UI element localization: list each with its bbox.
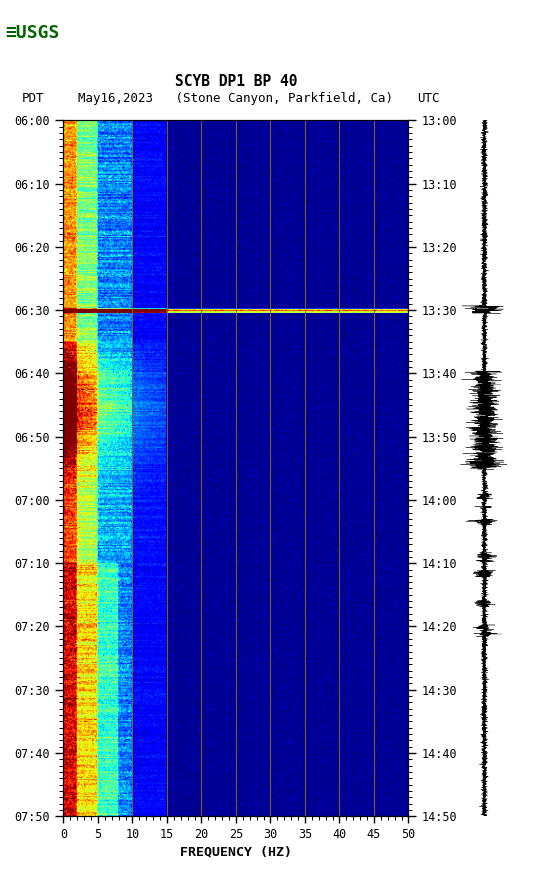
Text: SCYB DP1 BP 40: SCYB DP1 BP 40 — [175, 74, 297, 89]
Text: PDT: PDT — [22, 92, 45, 105]
Text: May16,2023   (Stone Canyon, Parkfield, Ca): May16,2023 (Stone Canyon, Parkfield, Ca) — [78, 92, 394, 105]
Text: ≡USGS: ≡USGS — [6, 24, 60, 43]
Text: UTC: UTC — [417, 92, 439, 105]
X-axis label: FREQUENCY (HZ): FREQUENCY (HZ) — [180, 845, 292, 858]
